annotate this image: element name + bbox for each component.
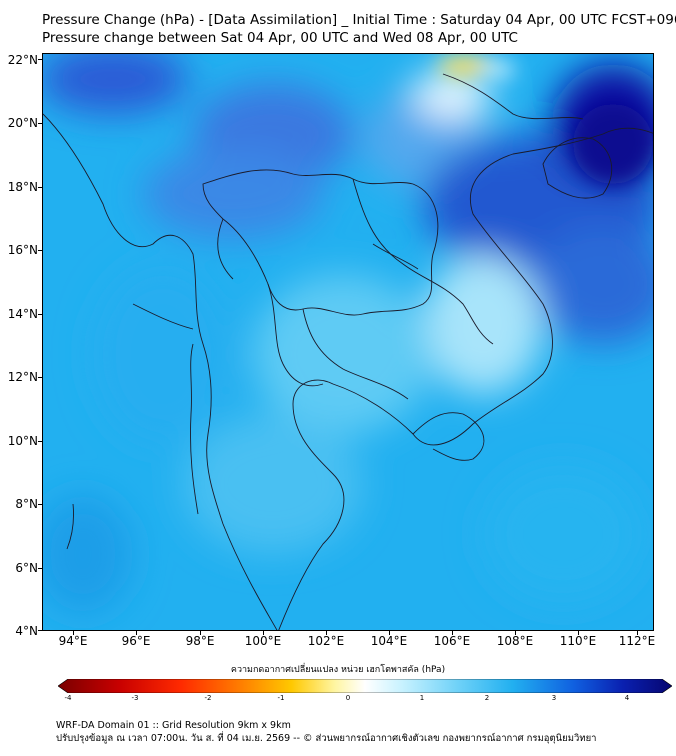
lat-tick xyxy=(38,59,42,60)
colorbar-tick-label: -3 xyxy=(131,694,139,702)
lon-tick xyxy=(389,631,390,635)
lat-label-12n: 12°N xyxy=(7,370,38,384)
lat-tick xyxy=(38,568,42,569)
lon-tick xyxy=(200,631,201,635)
lon-tick xyxy=(452,631,453,635)
lon-tick xyxy=(73,631,74,635)
lon-tick xyxy=(515,631,516,635)
lon-tick xyxy=(578,631,579,635)
colorbar-tick-label: 4 xyxy=(624,694,630,702)
map-title: Pressure Change (hPa) - [Data Assimilati… xyxy=(42,12,676,28)
lon-label-112e: 112°E xyxy=(618,634,656,648)
lon-label-106e: 106°E xyxy=(433,634,471,648)
lon-tick xyxy=(136,631,137,635)
lat-tick xyxy=(38,377,42,378)
colorbar-tick-label: -4 xyxy=(64,694,72,702)
lat-label-14n: 14°N xyxy=(7,307,38,321)
lat-label-6n: 6°N xyxy=(15,561,38,575)
colorbar-bar xyxy=(57,678,673,694)
coastline-borders xyxy=(43,73,653,630)
lat-label-18n: 18°N xyxy=(7,180,38,194)
lon-label-108e: 108°E xyxy=(496,634,534,648)
lat-tick xyxy=(38,630,42,631)
lon-label-94e: 94°E xyxy=(58,634,88,648)
lon-tick xyxy=(637,631,638,635)
colorbar-graphic xyxy=(57,678,673,694)
lat-tick xyxy=(38,123,42,124)
colorbar-tick-label: -2 xyxy=(204,694,212,702)
update-credit: ปรับปรุงข้อมูล ณ เวลา 07:00น. วัน ส. ที่… xyxy=(56,733,597,744)
map-panel xyxy=(42,53,654,631)
lat-tick xyxy=(38,187,42,188)
lat-label-8n: 8°N xyxy=(15,497,38,511)
pressure-change-map xyxy=(43,54,653,630)
lat-tick xyxy=(38,250,42,251)
lon-tick xyxy=(326,631,327,635)
lon-label-96e: 96°E xyxy=(121,634,151,648)
lat-label-20n: 20°N xyxy=(7,116,38,130)
map-subtitle: Pressure change between Sat 04 Apr, 00 U… xyxy=(42,30,518,46)
lat-label-4n: 4°N xyxy=(15,624,38,638)
colorbar-tick-label: 1 xyxy=(419,694,425,702)
lat-tick xyxy=(38,504,42,505)
lon-label-102e: 102°E xyxy=(307,634,345,648)
lon-tick xyxy=(263,631,264,635)
colorbar-title: ความกดอากาศเปลี่ยนแปลง หน่วย เฮกโตพาสคัล… xyxy=(230,665,446,675)
colorbar-tick-label: 0 xyxy=(345,694,351,702)
colorbar-tick-label: -1 xyxy=(277,694,285,702)
lon-label-98e: 98°E xyxy=(185,634,215,648)
colorbar-tick-label: 3 xyxy=(551,694,557,702)
lat-tick xyxy=(38,314,42,315)
model-info: WRF-DA Domain 01 :: Grid Resolution 9km … xyxy=(56,720,291,731)
colorbar-tick-label: 2 xyxy=(484,694,490,702)
lat-label-10n: 10°N xyxy=(7,434,38,448)
lon-label-100e: 100°E xyxy=(244,634,282,648)
lat-label-22n: 22°N xyxy=(7,53,38,67)
lon-label-104e: 104°E xyxy=(370,634,408,648)
lat-label-16n: 16°N xyxy=(7,243,38,257)
lat-tick xyxy=(38,441,42,442)
colorbar xyxy=(57,678,673,694)
lon-label-110e: 110°E xyxy=(559,634,597,648)
